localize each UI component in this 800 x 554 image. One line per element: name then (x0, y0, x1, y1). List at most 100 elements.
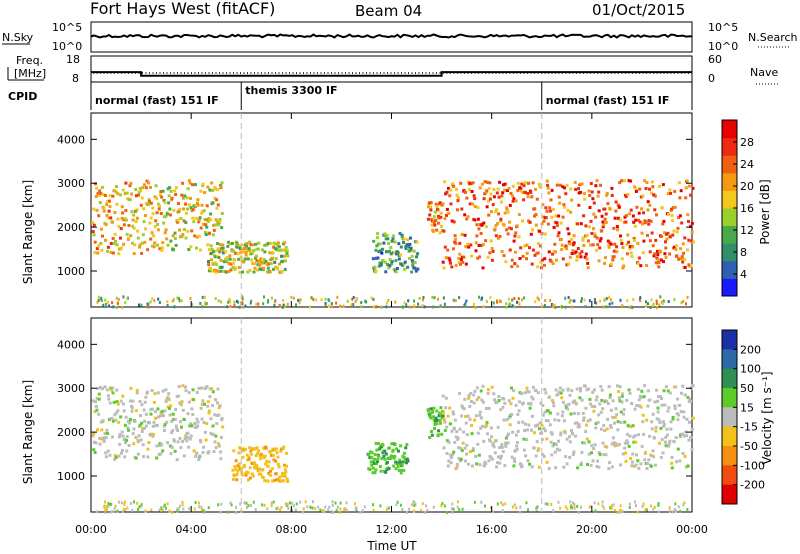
echo-cell (98, 189, 102, 193)
echo-cell (580, 182, 584, 186)
echo-cell (557, 231, 561, 235)
echo-cell (181, 233, 185, 236)
echo-cell (552, 442, 556, 446)
near-range-cell (610, 506, 613, 510)
echo-cell (544, 206, 548, 210)
echo-cell (155, 423, 159, 427)
echo-cell (556, 392, 560, 396)
echo-cell (627, 388, 631, 392)
near-range-cell (492, 301, 495, 305)
echo-cell (521, 254, 525, 258)
near-range-cell (317, 505, 320, 509)
echo-cell (550, 188, 554, 192)
echo-cell (383, 260, 387, 264)
echo-cell (574, 250, 578, 254)
echo-cell (279, 479, 283, 483)
echo-cell (370, 451, 374, 455)
near-range-cell (559, 506, 562, 510)
echo-cell (251, 262, 255, 266)
echo-cell (522, 184, 526, 188)
echo-cell (687, 438, 691, 442)
near-range-cell (275, 507, 278, 511)
near-range-cell (294, 508, 297, 512)
echo-cell (171, 412, 175, 416)
echo-cell (432, 406, 436, 410)
echo-cell (132, 252, 136, 256)
echo-cell (506, 441, 510, 445)
near-range-cell (220, 300, 223, 304)
echo-cell (113, 232, 117, 236)
echo-cell (503, 464, 507, 468)
echo-cell (219, 450, 223, 454)
echo-cell (196, 424, 200, 428)
echo-cell (128, 198, 132, 202)
near-range-cell (331, 504, 334, 507)
echo-cell (174, 407, 178, 411)
colorbar-swatch (722, 426, 737, 447)
echo-cell (437, 216, 441, 220)
echo-cell (167, 201, 171, 205)
echo-cell (541, 413, 545, 417)
near-range-cell (492, 510, 495, 514)
near-range-cell (458, 296, 461, 300)
echo-cell (170, 196, 174, 200)
near-range-cell (292, 504, 295, 508)
near-range-cell (298, 301, 301, 305)
echo-cell (274, 459, 278, 463)
colorbar-tick-label: 8 (740, 246, 747, 259)
echo-cell (175, 186, 178, 190)
echo-cell (211, 390, 215, 394)
near-range-cell (513, 297, 516, 300)
echo-cell (679, 410, 683, 414)
noise-right-tick-top: 10^5 (708, 21, 738, 34)
echo-cell (598, 452, 602, 456)
echo-cell (164, 400, 168, 403)
echo-cell (173, 237, 177, 240)
colorbar-swatch (722, 368, 737, 389)
near-range-cell (280, 506, 283, 509)
echo-cell (527, 390, 531, 394)
near-range-cell (193, 507, 196, 511)
echo-cell (565, 247, 569, 251)
near-range-cell (395, 503, 398, 507)
near-range-cell (569, 504, 572, 508)
echo-cell (228, 257, 232, 261)
echo-cell (498, 180, 502, 184)
echo-cell (675, 230, 679, 234)
echo-cell (567, 262, 571, 266)
echo-cell (241, 455, 245, 459)
echo-cell (530, 428, 533, 432)
echo-cell (150, 407, 154, 411)
echo-cell (481, 400, 485, 404)
echo-cell (160, 410, 164, 413)
near-range-cell (104, 302, 107, 306)
echo-cell (276, 241, 280, 245)
echo-cell (467, 394, 471, 397)
echo-cell (519, 186, 523, 190)
echo-cell (487, 459, 491, 463)
freq-right-tick-top: 60 (708, 53, 722, 66)
echo-cell (259, 472, 263, 476)
echo-cell (539, 244, 542, 248)
echo-cell (152, 401, 156, 404)
echo-cell (542, 263, 546, 267)
near-range-cell (602, 506, 605, 510)
echo-cell (239, 250, 243, 254)
echo-cell (271, 251, 275, 254)
echo-cell (525, 428, 529, 432)
echo-cell (449, 202, 453, 206)
echo-cell (636, 387, 640, 391)
echo-cell (491, 203, 495, 207)
echo-cell (568, 435, 571, 439)
echo-cell (167, 392, 171, 396)
near-range-cell (573, 299, 576, 303)
echo-cell (440, 224, 443, 228)
echo-cell (525, 257, 528, 261)
echo-cell (628, 434, 632, 438)
echo-cell (192, 220, 196, 224)
echo-cell (402, 237, 406, 241)
near-range-cell (605, 297, 608, 301)
echo-cell (536, 423, 540, 427)
echo-cell (95, 396, 99, 400)
echo-cell (113, 211, 117, 214)
